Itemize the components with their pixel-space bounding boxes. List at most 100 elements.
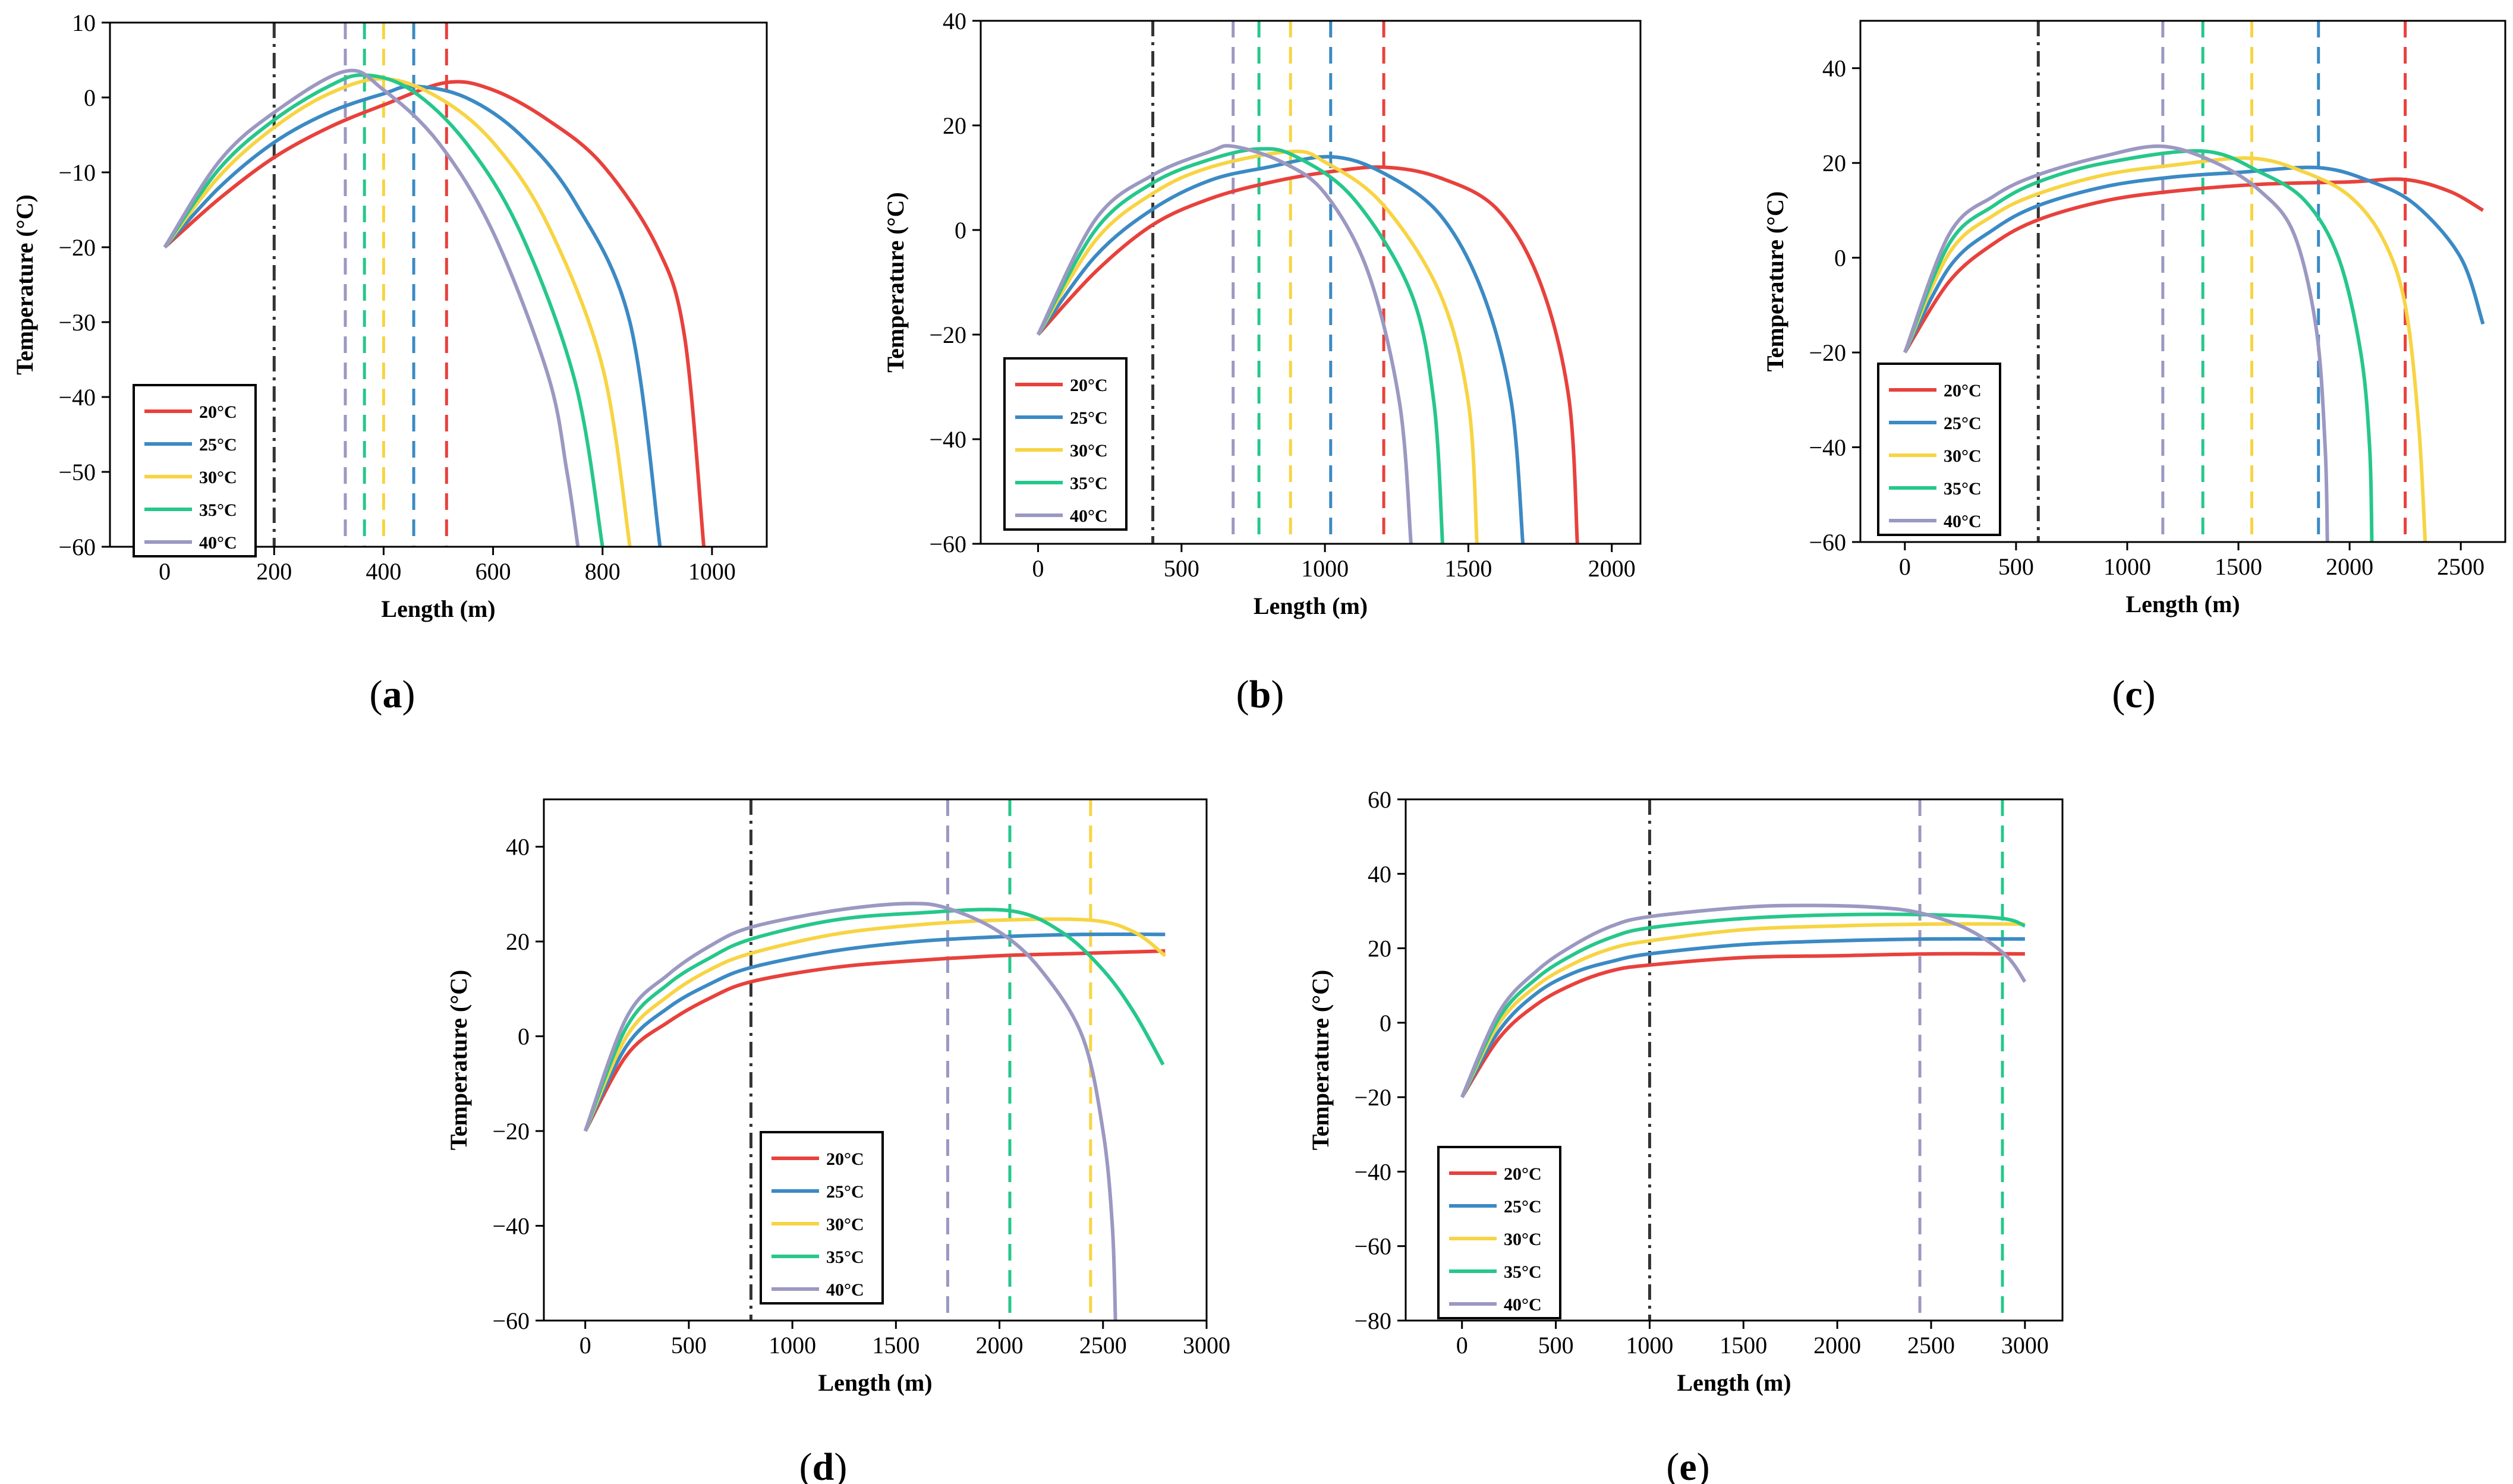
series-line-20c xyxy=(584,949,1166,1132)
y-tick-label: 0 xyxy=(84,84,96,111)
y-tick-label: 0 xyxy=(1834,245,1846,272)
legend-label-35c: 35°C xyxy=(1504,1262,1542,1282)
legend-label-30c: 30°C xyxy=(199,468,237,487)
legend-box xyxy=(1877,363,2001,536)
x-tick-label: 3000 xyxy=(2001,1332,2049,1359)
series-line-35c xyxy=(163,73,604,547)
y-axis-label: Temperature (°C) xyxy=(1762,191,1788,372)
legend-label-35c: 35°C xyxy=(826,1247,864,1267)
x-tick-label: 800 xyxy=(585,558,621,585)
series-line-20c xyxy=(1460,951,2025,1098)
y-tick-label: 60 xyxy=(1368,786,1391,813)
x-tick-label: 400 xyxy=(366,558,401,585)
legend: 20°C 25°C 30°C 35°C 40°C xyxy=(1877,363,2001,536)
series-line-25c xyxy=(1037,155,1525,544)
y-tick-label: −40 xyxy=(58,384,96,411)
panel-label: (d) xyxy=(799,1445,848,1484)
plot-frame xyxy=(1404,798,2064,1322)
legend-label-35c: 35°C xyxy=(199,500,237,520)
series-line-20c xyxy=(1903,177,2484,354)
legend-label-30c: 30°C xyxy=(826,1215,864,1234)
series-line-25c xyxy=(163,84,662,547)
x-tick-label: 500 xyxy=(1538,1332,1574,1359)
y-tick-label: 20 xyxy=(943,112,966,139)
y-tick-label: 0 xyxy=(955,217,966,244)
legend-label-40c: 40°C xyxy=(1944,512,1982,531)
y-tick-label: 20 xyxy=(1368,935,1391,962)
y-tick-label: −30 xyxy=(58,309,96,336)
y-tick-label: −40 xyxy=(1809,434,1846,461)
x-tick-label: 500 xyxy=(1164,555,1199,582)
y-tick-label: −20 xyxy=(1809,339,1846,366)
series-line-35c xyxy=(1903,149,2374,542)
legend-label-25c: 25°C xyxy=(1944,414,1982,433)
legend-box xyxy=(1003,357,1128,531)
legend-label-40c: 40°C xyxy=(1504,1295,1542,1315)
x-axis-label: Length (m) xyxy=(2125,591,2240,617)
x-tick-label: 0 xyxy=(159,558,171,585)
y-tick-label: −10 xyxy=(58,159,96,186)
x-tick-label: 2500 xyxy=(2437,553,2484,580)
chart-panel-c: 0 500 1000 1500 2000 2500 −60 −40 −20 0 20 40 Length… xyxy=(1762,20,2506,716)
y-tick-label: 40 xyxy=(1822,55,1846,82)
x-tick-label: 2000 xyxy=(1813,1332,1861,1359)
series-line-35c xyxy=(1460,912,2026,1098)
series-line-30c xyxy=(1036,149,1479,544)
x-axis-label: Length (m) xyxy=(381,596,495,622)
plot-frame xyxy=(980,20,1642,545)
y-tick-label: 40 xyxy=(1368,861,1391,887)
legend-label-20c: 20°C xyxy=(826,1149,864,1169)
y-tick-label: 40 xyxy=(943,8,966,34)
series-line-40c xyxy=(1460,903,2027,1098)
x-tick-label: 0 xyxy=(1899,553,1911,580)
series-line-40c xyxy=(583,902,1117,1321)
series-line-30c xyxy=(1903,156,2427,542)
y-axis-label: Temperature (°C) xyxy=(11,194,38,375)
chart-panel-b: 0 500 1000 1500 2000 −60 −40 −20 0 20 40 Length (m)… xyxy=(882,8,1642,716)
x-tick-label: 600 xyxy=(475,558,511,585)
x-tick-label: 2500 xyxy=(1907,1332,1955,1359)
series-line-40c xyxy=(163,68,580,547)
legend-box xyxy=(1437,1146,1561,1319)
y-tick-label: −60 xyxy=(929,531,966,557)
series-line-30c xyxy=(1460,922,2025,1098)
panel-label: (a) xyxy=(370,673,415,716)
x-tick-label: 500 xyxy=(671,1332,707,1359)
x-tick-label: 1000 xyxy=(769,1332,816,1359)
y-axis-label: Temperature (°C) xyxy=(445,970,472,1151)
y-axis-label: Temperature (°C) xyxy=(1307,970,1334,1151)
y-tick-label: 40 xyxy=(506,834,530,861)
x-tick-label: 0 xyxy=(1456,1332,1468,1359)
legend-box xyxy=(133,384,257,557)
series-line-40c xyxy=(1036,144,1413,544)
x-tick-label: 1000 xyxy=(688,558,736,585)
panel-label: (c) xyxy=(2112,673,2155,716)
y-tick-label: −20 xyxy=(58,234,96,261)
x-tick-label: 1000 xyxy=(1626,1332,1673,1359)
series-line-35c xyxy=(583,908,1165,1132)
x-axis-label: Length (m) xyxy=(1677,1369,1791,1396)
y-tick-label: −60 xyxy=(1354,1233,1391,1260)
series-line-35c xyxy=(1036,147,1444,544)
y-tick-label: 10 xyxy=(72,10,96,36)
panel-label: (e) xyxy=(1666,1445,1709,1484)
y-tick-label: 0 xyxy=(1380,1010,1391,1036)
y-tick-label: −60 xyxy=(58,534,96,560)
legend-label-25c: 25°C xyxy=(1504,1197,1542,1217)
y-tick-label: 20 xyxy=(1822,150,1846,177)
legend-label-40c: 40°C xyxy=(826,1280,864,1300)
x-tick-label: 2000 xyxy=(1588,555,1636,582)
legend-label-35c: 35°C xyxy=(1944,479,1982,499)
series-line-20c xyxy=(163,80,706,547)
y-tick-label: −40 xyxy=(1354,1158,1391,1185)
legend-label-40c: 40°C xyxy=(199,533,237,553)
y-tick-label: −60 xyxy=(1809,529,1846,556)
legend: 20°C 25°C 30°C 35°C 40°C xyxy=(1437,1146,1561,1319)
y-tick-label: −60 xyxy=(492,1307,530,1334)
y-axis-label: Temperature (°C) xyxy=(882,192,909,373)
series-line-40c xyxy=(1903,144,2329,542)
legend-label-40c: 40°C xyxy=(1070,506,1108,526)
legend-label-20c: 20°C xyxy=(1944,381,1982,401)
x-tick-label: 1500 xyxy=(2215,553,2262,580)
